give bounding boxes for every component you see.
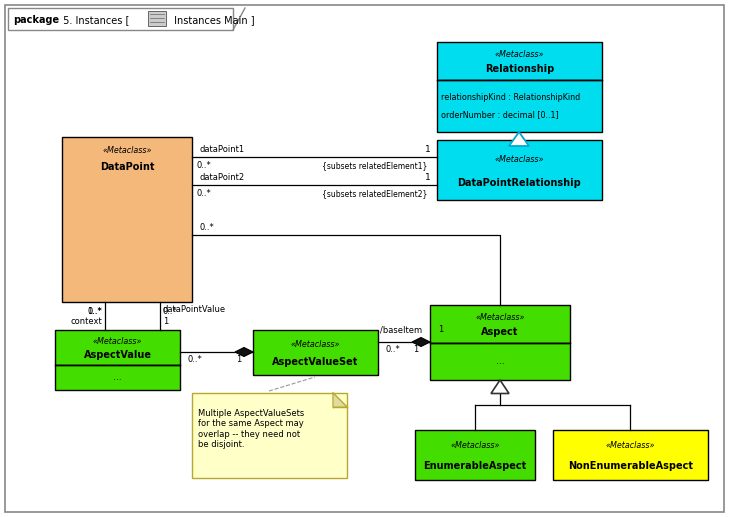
Text: ...: ... <box>113 373 122 382</box>
Bar <box>553 430 708 480</box>
Text: 1: 1 <box>425 174 431 183</box>
Bar <box>430 343 570 380</box>
Text: «Metaclass»: «Metaclass» <box>495 155 545 164</box>
Bar <box>148 11 166 26</box>
Text: DataPointRelationship: DataPointRelationship <box>458 178 581 188</box>
Text: dataPoint2: dataPoint2 <box>200 174 245 183</box>
Text: «Metaclass»: «Metaclass» <box>495 50 545 58</box>
Bar <box>437 42 602 80</box>
Text: 1..*: 1..* <box>87 307 102 315</box>
Text: 0..*: 0..* <box>163 308 178 316</box>
Text: 1: 1 <box>235 356 241 364</box>
Text: «Metaclass»: «Metaclass» <box>451 442 500 450</box>
Bar <box>430 305 570 343</box>
Text: DataPoint: DataPoint <box>100 162 155 172</box>
Text: Aspect: Aspect <box>481 327 519 338</box>
Text: 0..*: 0..* <box>188 356 203 364</box>
Text: NonEnumerableAspect: NonEnumerableAspect <box>568 461 693 471</box>
Text: 1: 1 <box>438 326 443 334</box>
Bar <box>437 80 602 132</box>
Bar <box>55 330 180 365</box>
Text: «Metaclass»: «Metaclass» <box>102 146 152 155</box>
Bar <box>8 8 233 30</box>
Text: 0..*: 0..* <box>386 345 401 355</box>
Text: context: context <box>70 317 102 327</box>
Text: dataPoint1: dataPoint1 <box>200 145 245 155</box>
Bar <box>253 330 378 375</box>
Bar <box>437 140 602 200</box>
Text: 1: 1 <box>413 345 418 355</box>
Text: dataPointValue: dataPointValue <box>163 306 226 314</box>
Polygon shape <box>333 393 347 407</box>
Text: {subsets relatedElement1}: {subsets relatedElement1} <box>321 161 427 171</box>
Text: «Metaclass»: «Metaclass» <box>93 337 142 346</box>
Polygon shape <box>235 347 253 357</box>
Polygon shape <box>491 380 509 393</box>
Text: 0..*: 0..* <box>197 190 211 199</box>
Text: 5. Instances [: 5. Instances [ <box>60 15 129 25</box>
Text: Multiple AspectValueSets
for the same Aspect may
overlap -- they need not
be dis: Multiple AspectValueSets for the same As… <box>198 409 304 449</box>
Text: relationshipKind : RelationshipKind: relationshipKind : RelationshipKind <box>441 93 580 102</box>
Bar <box>62 137 192 302</box>
Text: AspectValue: AspectValue <box>84 350 152 360</box>
Bar <box>415 430 535 480</box>
Text: 1: 1 <box>163 317 168 327</box>
Text: 1: 1 <box>425 145 431 155</box>
Text: 0..*: 0..* <box>200 222 215 232</box>
Text: {subsets relatedElement2}: {subsets relatedElement2} <box>321 190 427 199</box>
Text: «Metaclass»: «Metaclass» <box>291 340 340 349</box>
Text: «Metaclass»: «Metaclass» <box>606 442 655 450</box>
Text: orderNumber : decimal [0..1]: orderNumber : decimal [0..1] <box>441 110 558 119</box>
Text: Instances Main ]: Instances Main ] <box>171 15 254 25</box>
Polygon shape <box>509 132 529 146</box>
Text: /baseItem: /baseItem <box>380 326 422 334</box>
Text: ...: ... <box>496 357 504 366</box>
Text: EnumerableAspect: EnumerableAspect <box>424 461 526 471</box>
Bar <box>55 365 180 390</box>
Polygon shape <box>412 338 430 346</box>
Text: 0..*: 0..* <box>197 161 211 171</box>
Text: AspectValueSet: AspectValueSet <box>273 357 359 368</box>
Bar <box>192 393 347 478</box>
Text: package: package <box>13 15 59 25</box>
Text: Relationship: Relationship <box>485 64 554 74</box>
Text: 0..*: 0..* <box>87 308 102 316</box>
Text: «Metaclass»: «Metaclass» <box>475 313 525 322</box>
